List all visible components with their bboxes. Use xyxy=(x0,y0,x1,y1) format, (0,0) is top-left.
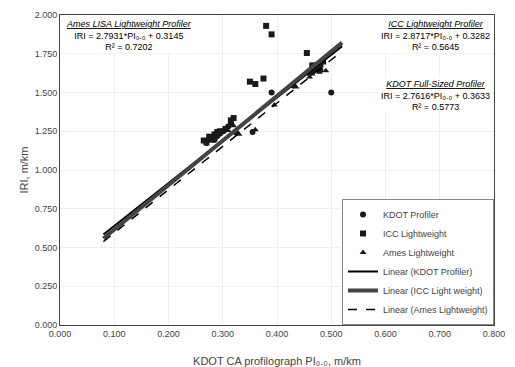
svg-text:0.000: 0.000 xyxy=(35,320,58,330)
svg-text:KDOT Profiler: KDOT Profiler xyxy=(383,210,439,220)
svg-text:1.750: 1.750 xyxy=(35,49,58,59)
svg-text:1.000: 1.000 xyxy=(35,165,58,175)
svg-text:Ames Lightweight: Ames Lightweight xyxy=(383,248,455,258)
svg-text:0.700: 0.700 xyxy=(428,329,451,339)
svg-text:Ames LISA Lightweight Profiler: Ames LISA Lightweight ProfilerIRI = 2.79… xyxy=(66,19,192,52)
svg-text:0.250: 0.250 xyxy=(35,281,58,291)
svg-text:Linear (ICC Light weight): Linear (ICC Light weight) xyxy=(383,286,483,296)
svg-text:1.250: 1.250 xyxy=(35,126,58,136)
svg-text:2.000: 2.000 xyxy=(35,10,58,20)
svg-text:KDOT Full-Sized ProfilerIRI =: KDOT Full-Sized ProfilerIRI = 2.7616*PI₀… xyxy=(381,79,490,112)
svg-text:0.200: 0.200 xyxy=(157,329,180,339)
svg-text:0.000: 0.000 xyxy=(49,329,72,339)
svg-text:ICC Lightweight: ICC Lightweight xyxy=(383,229,447,239)
svg-text:0.300: 0.300 xyxy=(211,329,234,339)
svg-text:0.750: 0.750 xyxy=(35,204,58,214)
svg-text:0.100: 0.100 xyxy=(103,329,126,339)
svg-text:0.400: 0.400 xyxy=(266,329,289,339)
svg-text:IRI, m/km: IRI, m/km xyxy=(18,146,30,193)
svg-text:Linear (KDOT Profiler): Linear (KDOT Profiler) xyxy=(383,267,472,277)
svg-text:KDOT CA profilograph PI₀.₀, m/: KDOT CA profilograph PI₀.₀, m/km xyxy=(193,355,361,367)
svg-text:0.500: 0.500 xyxy=(35,243,58,253)
svg-text:0.600: 0.600 xyxy=(374,329,397,339)
svg-text:ICC Lightweight ProfilerIRI =: ICC Lightweight ProfilerIRI = 2.8717*PI₀… xyxy=(381,19,490,52)
svg-text:1.500: 1.500 xyxy=(35,88,58,98)
svg-text:0.800: 0.800 xyxy=(483,329,506,339)
svg-text:Linear (Ames Lightweight): Linear (Ames Lightweight) xyxy=(383,305,488,315)
svg-text:0.500: 0.500 xyxy=(320,329,343,339)
